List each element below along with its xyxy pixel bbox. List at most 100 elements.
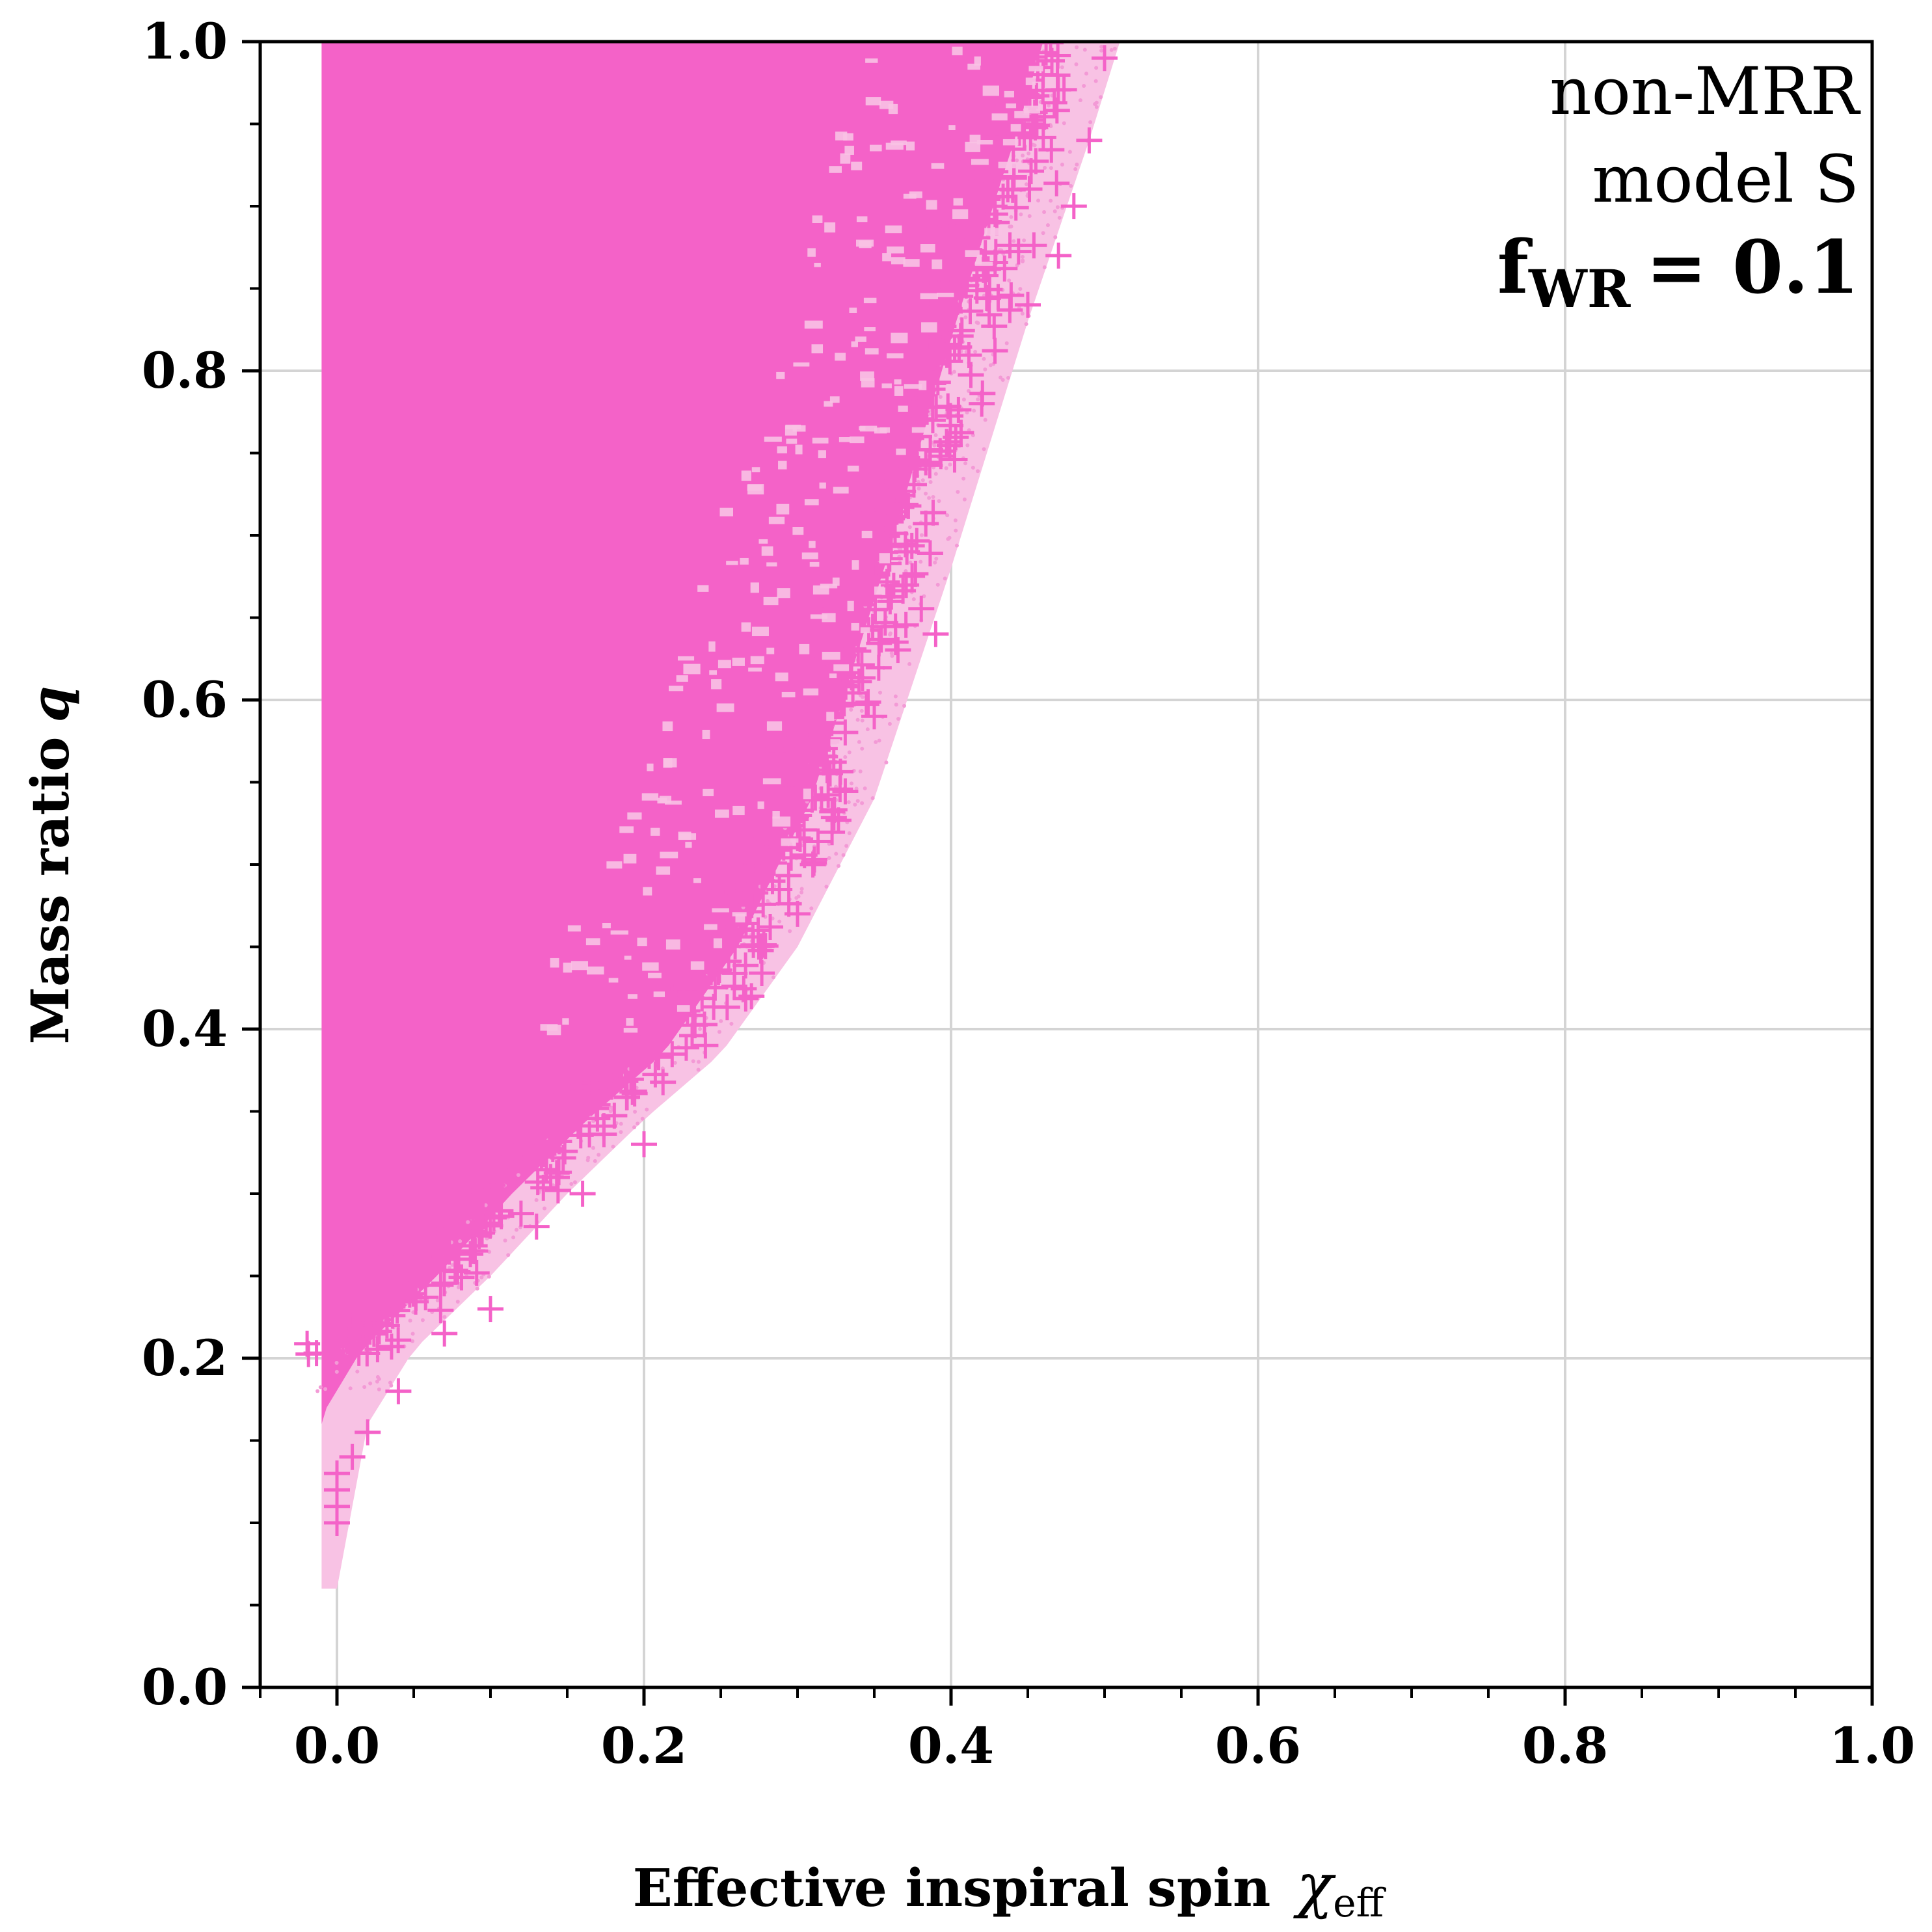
light-dot-point — [608, 1109, 613, 1114]
plus-marker — [991, 255, 1018, 282]
light-point-patch — [702, 729, 710, 740]
light-point-patch — [792, 425, 806, 432]
light-point-patch — [879, 553, 890, 564]
plus-marker — [479, 1172, 506, 1199]
light-point-patch — [587, 966, 604, 975]
plus-marker — [839, 664, 865, 691]
light-dot-point — [920, 478, 925, 483]
light-dot-point — [945, 513, 950, 518]
light-point-patch — [763, 597, 779, 606]
plus-marker — [543, 1164, 570, 1190]
light-point-patch — [1010, 124, 1021, 132]
plus-marker — [559, 1084, 586, 1110]
light-point-patch — [585, 938, 600, 946]
light-dot-point — [1045, 223, 1050, 228]
light-dot-point — [907, 662, 912, 666]
light-dot-point — [907, 525, 912, 530]
light-dot-point — [834, 852, 839, 856]
plus-marker — [920, 500, 946, 526]
light-dot-point — [696, 1067, 701, 1072]
plus-marker — [879, 428, 906, 455]
plus-marker — [970, 206, 997, 233]
light-dot-point — [410, 1339, 414, 1343]
light-point-patch — [777, 446, 787, 453]
plus-marker — [425, 1223, 452, 1250]
light-dot-point — [410, 1332, 415, 1336]
light-dot-point — [976, 469, 980, 474]
light-point-patch — [859, 425, 878, 432]
light-point-patch — [1023, 105, 1041, 114]
plus-marker — [720, 883, 747, 910]
light-dot-point — [1060, 65, 1064, 70]
light-point-patch — [911, 427, 930, 433]
plus-marker — [355, 1419, 381, 1445]
plus-marker — [755, 771, 781, 798]
light-point-patch — [703, 788, 714, 796]
light-point-patch — [807, 248, 816, 257]
light-point-patch — [550, 958, 559, 968]
light-point-patch — [711, 679, 722, 690]
ticks: 0.0 0.2 0.4 0.6 0.8 1.0 0.0 0.2 0.4 0.6 0.8 1.0 — [142, 12, 1915, 1775]
light-dot-point — [487, 1274, 491, 1279]
light-point-patch — [864, 327, 876, 332]
light-point-patch — [937, 293, 954, 297]
plus-marker — [488, 1203, 515, 1229]
plus-marker — [737, 898, 764, 925]
plus-marker — [1000, 165, 1027, 191]
plus-marker — [853, 691, 879, 718]
light-point-patch — [852, 560, 859, 570]
x-tick-label: 0.8 — [1522, 1717, 1608, 1775]
light-dot-point — [1093, 79, 1098, 83]
light-dot-point — [933, 433, 938, 437]
light-point-patch — [965, 141, 981, 152]
light-dot-point — [1057, 215, 1062, 220]
plus-marker — [859, 468, 885, 494]
light-dot-point — [954, 528, 958, 533]
plus-marker — [408, 1261, 435, 1287]
light-point-patch — [777, 588, 790, 598]
y-tick-label: 0.4 — [142, 1000, 228, 1058]
light-point-patch — [903, 259, 920, 267]
light-point-patch — [683, 664, 701, 675]
light-dot-point — [841, 853, 846, 857]
light-dot-point — [976, 321, 980, 325]
light-point-patch — [677, 656, 695, 661]
light-dot-point — [719, 1019, 723, 1023]
light-point-patch — [953, 198, 963, 206]
light-point-patch — [775, 672, 788, 682]
plus-marker — [908, 263, 935, 290]
light-point-patch — [814, 262, 821, 267]
light-dot-point — [479, 1275, 484, 1280]
light-dot-point — [973, 349, 978, 354]
light-dot-point — [961, 476, 966, 481]
plus-marker — [521, 1112, 548, 1138]
plus-marker — [481, 1157, 508, 1183]
light-point-patch — [643, 887, 652, 896]
plus-marker — [872, 610, 898, 636]
light-dot-point — [318, 1385, 323, 1389]
light-dot-point — [1026, 151, 1031, 155]
plus-marker — [998, 282, 1025, 308]
light-dot-point — [855, 718, 860, 722]
light-dot-point — [1042, 210, 1047, 215]
light-dot-point — [849, 708, 853, 712]
plus-marker — [673, 1034, 699, 1061]
plus-marker — [377, 1274, 403, 1300]
light-dot-point — [963, 315, 968, 319]
plus-marker — [866, 630, 892, 657]
light-dot-point — [1082, 83, 1086, 88]
light-point-patch — [909, 191, 922, 198]
light-point-patch — [751, 626, 769, 636]
light-point-patch — [1025, 77, 1036, 85]
light-dot-point — [334, 1361, 339, 1365]
plus-marker — [378, 1244, 405, 1270]
light-dot-point — [611, 1144, 615, 1149]
light-point-patch — [865, 58, 878, 63]
plus-marker — [552, 1138, 578, 1165]
light-point-patch — [861, 378, 875, 388]
light-point-patch — [865, 97, 881, 106]
light-dot-point — [315, 1389, 320, 1393]
light-point-patch — [822, 651, 840, 660]
plus-marker — [977, 42, 1004, 66]
light-point-patch — [715, 809, 729, 818]
